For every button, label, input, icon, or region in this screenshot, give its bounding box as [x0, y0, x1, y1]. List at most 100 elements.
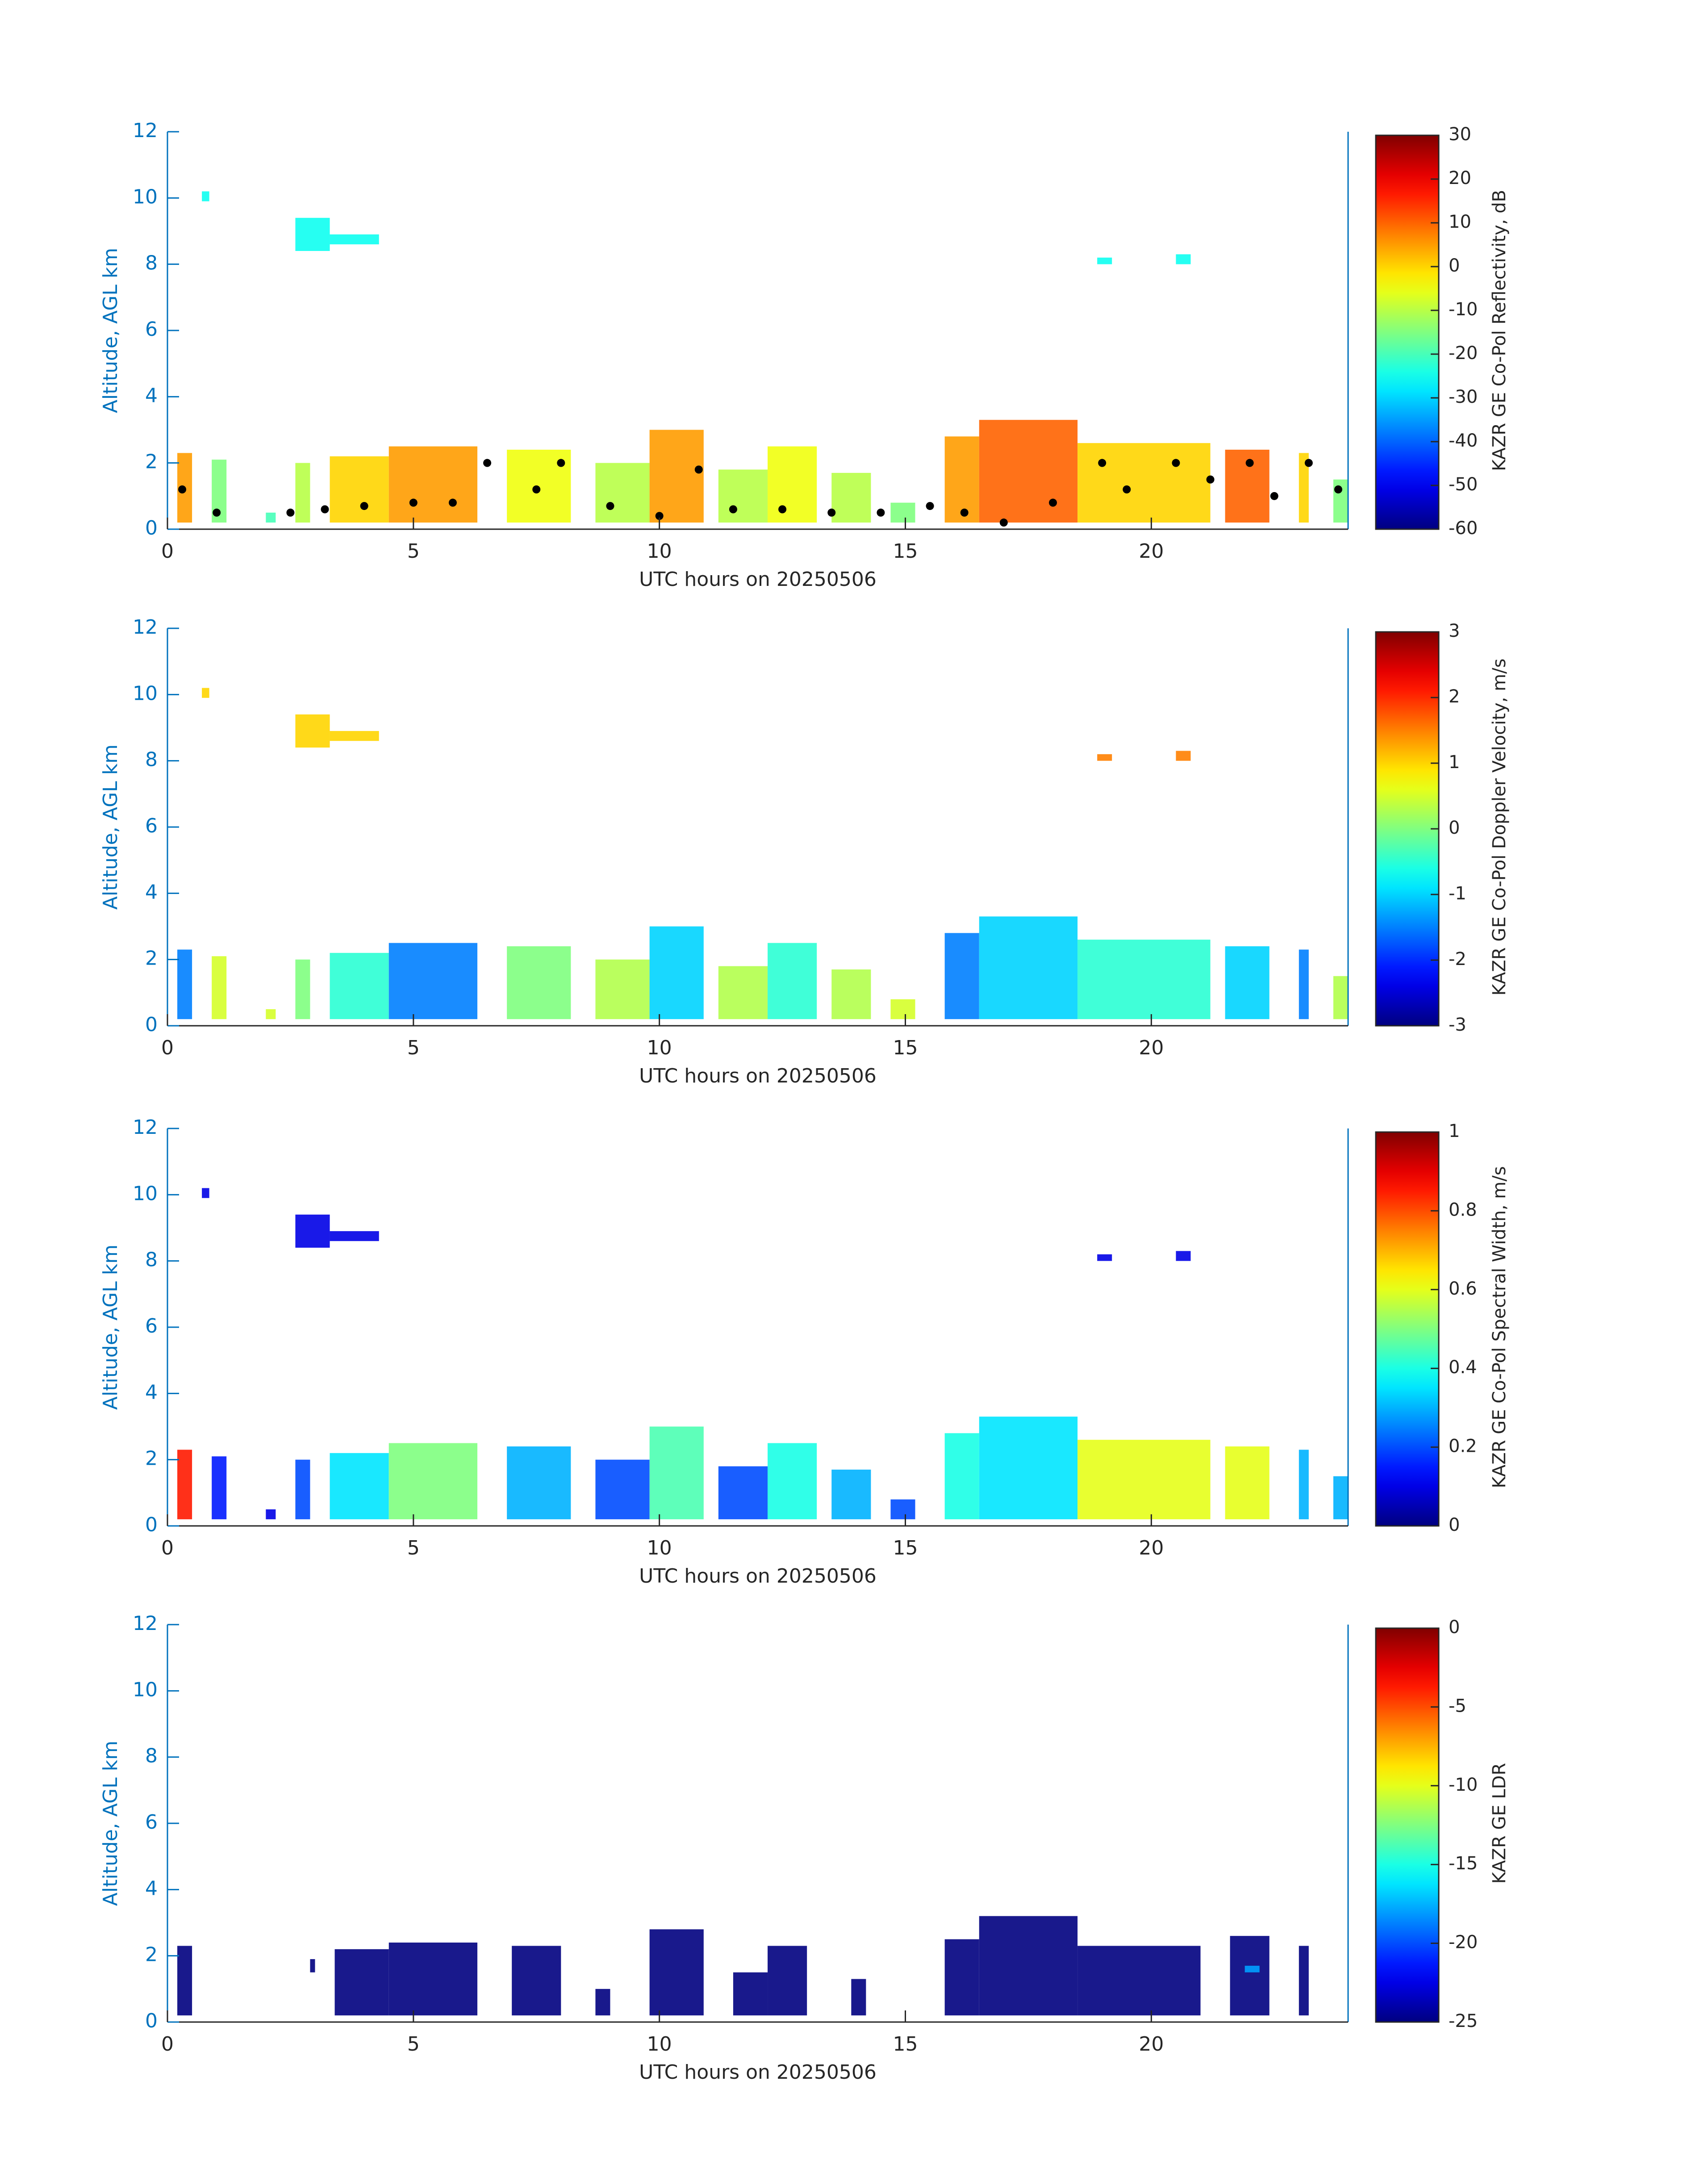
echo-cell [388, 446, 478, 523]
echo-cell [388, 943, 478, 1020]
colorbar-tick-label: 2 [1449, 686, 1460, 707]
echo-cell [649, 926, 704, 1020]
x-tick-label: 10 [647, 1036, 672, 1059]
cloud-base-point [483, 459, 492, 467]
echo-cell [1225, 1446, 1270, 1520]
echo-cell [295, 463, 310, 523]
x-tick-label: 15 [893, 1036, 918, 1059]
echo-cell [944, 933, 979, 1020]
colorbar-tick-label: 3 [1449, 621, 1460, 641]
echo-cell [1176, 254, 1191, 264]
y-tick-label: 10 [133, 1678, 158, 1701]
echo-cell [733, 1972, 768, 2016]
echo-cell [768, 446, 817, 523]
colorbar-tick-label: 0.6 [1449, 1279, 1477, 1299]
echo-cell [595, 463, 650, 523]
y-tick-label: 10 [133, 1182, 158, 1205]
echo-cell [330, 456, 389, 523]
echo-cell [1097, 257, 1112, 264]
colorbar-tick-label: 0 [1449, 1617, 1460, 1638]
echo-cell [979, 916, 1078, 1020]
echo-cell [831, 1469, 871, 1520]
echo-cell [1244, 1965, 1260, 1972]
y-tick-label: 8 [145, 1745, 158, 1768]
y-tick-label: 8 [145, 252, 158, 275]
x-tick-label: 15 [893, 2033, 918, 2056]
echo-cell [595, 959, 650, 1020]
y-tick-label: 0 [145, 1013, 158, 1036]
y-tick-label: 4 [145, 1877, 158, 1900]
echo-cell [507, 1446, 571, 1520]
echo-cell [266, 512, 276, 523]
y-axis-label: Altitude, AGL km [99, 248, 122, 413]
echo-cell [831, 969, 871, 1020]
x-tick-label: 5 [407, 1036, 420, 1059]
echo-cell [334, 1949, 389, 2016]
x-axis-label: UTC hours on 20250506 [639, 1065, 877, 1087]
echo-cell [212, 1456, 227, 1520]
cloud-base-point [448, 498, 457, 507]
y-axis-label: Altitude, AGL km [99, 1741, 122, 1906]
colorbar-tick-label: -50 [1449, 474, 1478, 495]
y-tick-label: 8 [145, 1249, 158, 1271]
cloud-base-point [1270, 492, 1278, 500]
cloud-base-point [360, 502, 368, 510]
colorbar-tick-label: 0 [1449, 1515, 1460, 1535]
echo-cell [295, 1214, 330, 1248]
y-tick-label: 12 [133, 1612, 158, 1635]
echo-cell [979, 1417, 1078, 1520]
y-tick-label: 8 [145, 748, 158, 771]
x-tick-label: 10 [647, 540, 672, 563]
echo-cell [330, 234, 379, 245]
x-tick-label: 20 [1139, 2033, 1164, 2056]
x-tick-label: 5 [407, 540, 420, 563]
cloud-base-point [178, 485, 187, 493]
echo-cell [1077, 1440, 1211, 1520]
x-tick-label: 10 [647, 2033, 672, 2056]
colorbar-tick-label: -2 [1449, 949, 1466, 969]
echo-cell [1333, 1476, 1348, 1520]
y-tick-label: 12 [133, 119, 158, 142]
echo-cell [718, 1466, 768, 1520]
colorbar-tick-label: -3 [1449, 1015, 1466, 1035]
colorbar-label: KAZR GE LDR [1489, 1763, 1510, 1884]
cloud-base-point [1206, 475, 1215, 484]
echo-cell [266, 1009, 276, 1020]
echo-cell [295, 714, 330, 748]
echo-cell [295, 1459, 310, 1520]
x-tick-label: 20 [1139, 1036, 1164, 1059]
cloud-base-point [1049, 498, 1057, 507]
x-tick-label: 5 [407, 1537, 420, 1559]
y-tick-label: 12 [133, 1116, 158, 1139]
echo-cell [1225, 946, 1270, 1020]
colorbar-tick-label: -5 [1449, 1696, 1466, 1716]
colorbar-tick-label: -60 [1449, 518, 1478, 539]
colorbar [1375, 1131, 1440, 1527]
echo-cell [944, 1939, 979, 2016]
cloud-base-point [213, 508, 221, 517]
echo-cell [718, 966, 768, 1020]
echo-cell [944, 1433, 979, 1520]
echo-cell [768, 1946, 807, 2016]
x-tick-label: 15 [893, 1537, 918, 1559]
colorbar-tick-label: 10 [1449, 212, 1471, 232]
y-tick-label: 2 [145, 451, 158, 473]
cloud-base-point [999, 518, 1008, 527]
x-tick-label: 0 [161, 540, 174, 563]
cloud-base-point [778, 505, 787, 514]
colorbar-tick-label: 30 [1449, 124, 1471, 145]
cloud-base-point [729, 505, 737, 514]
echo-cell [1097, 1254, 1112, 1261]
echo-cell [330, 1231, 379, 1241]
echo-cell [944, 436, 979, 523]
colorbar-tick-label: 0.8 [1449, 1199, 1477, 1220]
cloud-base-point [321, 505, 329, 514]
cloud-base-point [557, 459, 565, 467]
echo-cell [979, 1916, 1078, 2016]
colorbar [1375, 631, 1440, 1027]
cloud-base-point [409, 498, 418, 507]
colorbar-tick-label: -10 [1449, 299, 1478, 320]
cloud-base-point [1334, 485, 1342, 493]
colorbar-tick-label: 0 [1449, 818, 1460, 838]
